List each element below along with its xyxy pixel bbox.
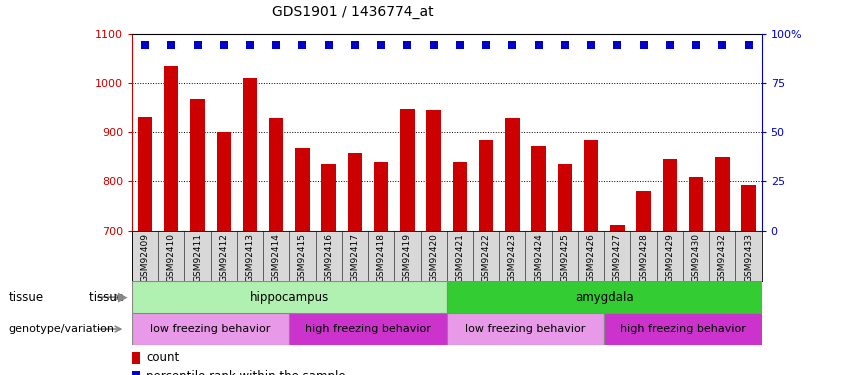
Bar xyxy=(479,140,494,231)
Point xyxy=(479,42,493,48)
Point xyxy=(505,42,519,48)
Point xyxy=(453,42,466,48)
Text: tissue: tissue xyxy=(9,291,43,304)
Bar xyxy=(505,118,520,231)
Text: GSM92426: GSM92426 xyxy=(586,233,596,282)
Bar xyxy=(447,281,762,313)
Point xyxy=(295,42,309,48)
Text: low freezing behavior: low freezing behavior xyxy=(465,324,585,334)
Point xyxy=(532,42,545,48)
Text: GSM92423: GSM92423 xyxy=(508,233,517,282)
Bar xyxy=(322,164,336,231)
Text: GDS1901 / 1436774_at: GDS1901 / 1436774_at xyxy=(271,5,433,19)
Point xyxy=(138,42,151,48)
Bar xyxy=(132,281,447,313)
Bar xyxy=(715,157,729,231)
Point xyxy=(637,42,650,48)
Bar xyxy=(584,140,598,231)
Bar xyxy=(447,313,604,345)
Bar xyxy=(610,225,625,231)
Text: GSM92417: GSM92417 xyxy=(351,233,359,282)
Bar xyxy=(400,109,414,231)
Point xyxy=(374,42,388,48)
Text: tissue: tissue xyxy=(89,291,128,304)
Point xyxy=(585,42,598,48)
Point xyxy=(427,42,441,48)
Point xyxy=(243,42,257,48)
Point xyxy=(401,42,414,48)
Text: GSM92420: GSM92420 xyxy=(429,233,438,282)
Text: GSM92418: GSM92418 xyxy=(377,233,386,282)
Point xyxy=(663,42,677,48)
Text: hippocampus: hippocampus xyxy=(249,291,329,304)
Text: high freezing behavior: high freezing behavior xyxy=(620,324,745,334)
Bar xyxy=(295,148,310,231)
Text: GSM92429: GSM92429 xyxy=(665,233,674,282)
Text: GSM92414: GSM92414 xyxy=(271,233,281,282)
Text: GSM92409: GSM92409 xyxy=(140,233,150,282)
Point xyxy=(742,42,756,48)
Bar xyxy=(453,162,467,231)
Text: GSM92410: GSM92410 xyxy=(167,233,176,282)
Bar xyxy=(426,110,441,231)
Text: count: count xyxy=(146,351,180,364)
Text: GSM92430: GSM92430 xyxy=(692,233,700,282)
Bar xyxy=(191,99,205,231)
Point xyxy=(164,42,178,48)
Text: GSM92419: GSM92419 xyxy=(403,233,412,282)
Bar xyxy=(557,164,572,231)
Text: GSM92428: GSM92428 xyxy=(639,233,648,282)
Point xyxy=(689,42,703,48)
Bar xyxy=(741,185,756,231)
Bar xyxy=(164,66,179,231)
Text: low freezing behavior: low freezing behavior xyxy=(151,324,271,334)
Bar xyxy=(132,370,140,375)
Point xyxy=(270,42,283,48)
Text: GSM92413: GSM92413 xyxy=(245,233,254,282)
Text: GSM92427: GSM92427 xyxy=(613,233,622,282)
Point xyxy=(322,42,335,48)
Text: GSM92424: GSM92424 xyxy=(534,233,543,282)
Text: GSM92416: GSM92416 xyxy=(324,233,334,282)
Text: GSM92412: GSM92412 xyxy=(220,233,228,282)
Bar xyxy=(216,132,231,231)
Text: GSM92415: GSM92415 xyxy=(298,233,307,282)
Bar xyxy=(604,313,762,345)
Bar xyxy=(132,313,289,345)
Bar xyxy=(531,146,545,231)
Bar xyxy=(688,177,703,231)
Bar xyxy=(138,117,152,231)
Bar xyxy=(348,153,363,231)
Point xyxy=(348,42,362,48)
Point xyxy=(217,42,231,48)
Point xyxy=(716,42,729,48)
Point xyxy=(191,42,204,48)
Bar xyxy=(663,159,677,231)
Text: GSM92425: GSM92425 xyxy=(560,233,569,282)
Text: GSM92433: GSM92433 xyxy=(744,233,753,282)
Text: GSM92421: GSM92421 xyxy=(455,233,465,282)
Bar xyxy=(637,191,651,231)
Text: GSM92422: GSM92422 xyxy=(482,233,491,282)
Point xyxy=(610,42,624,48)
Text: amygdala: amygdala xyxy=(575,291,633,304)
Bar xyxy=(289,313,447,345)
Text: ▶: ▶ xyxy=(118,291,128,304)
Bar xyxy=(243,78,257,231)
Bar xyxy=(374,162,388,231)
Text: GSM92432: GSM92432 xyxy=(717,233,727,282)
Text: genotype/variation: genotype/variation xyxy=(9,324,115,334)
Text: high freezing behavior: high freezing behavior xyxy=(306,324,431,334)
Bar xyxy=(132,352,140,364)
Bar xyxy=(269,118,283,231)
Point xyxy=(558,42,572,48)
Text: GSM92411: GSM92411 xyxy=(193,233,202,282)
Text: percentile rank within the sample: percentile rank within the sample xyxy=(146,370,346,375)
